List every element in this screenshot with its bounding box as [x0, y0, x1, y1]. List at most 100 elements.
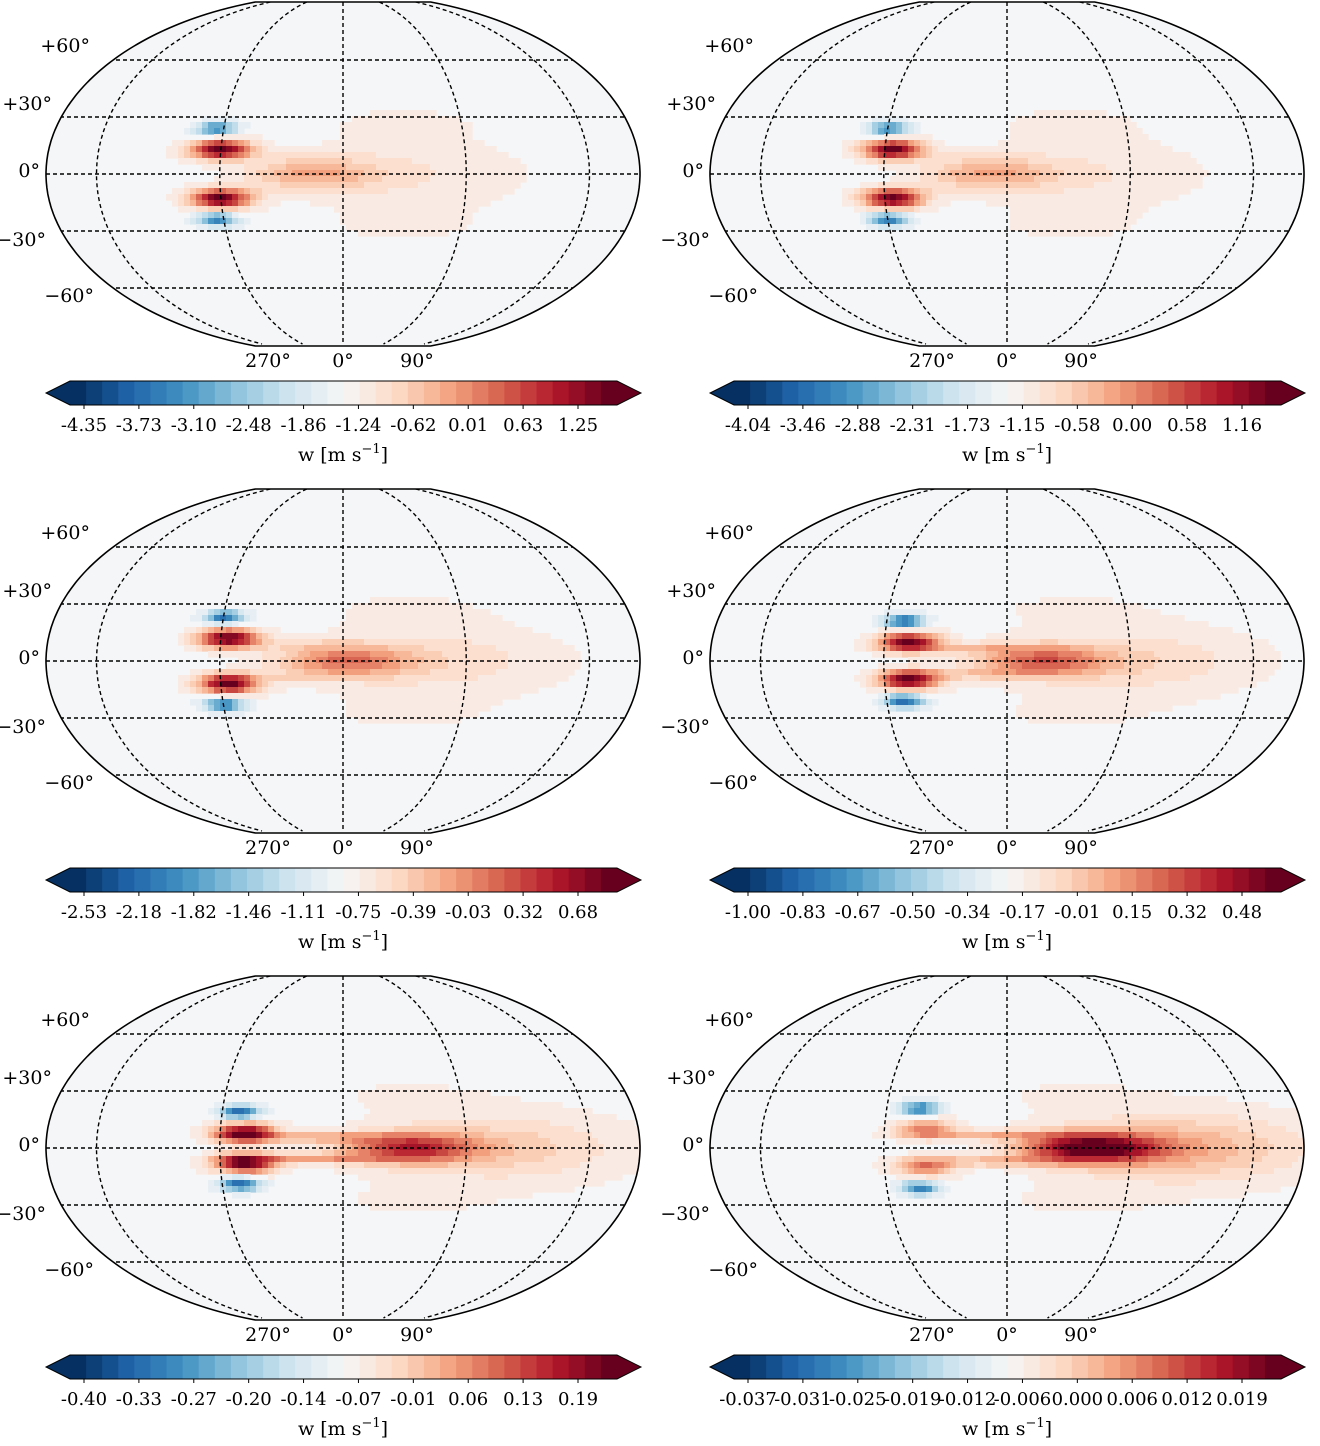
- field-cell: [980, 182, 987, 189]
- field-cell: [430, 693, 437, 700]
- field-cell: [448, 1090, 455, 1097]
- field-cell: [418, 218, 425, 225]
- field-cell: [1136, 176, 1143, 183]
- field-cell: [1106, 116, 1113, 123]
- lon-tick-label: 270°: [909, 350, 955, 372]
- field-cell: [286, 146, 293, 153]
- field-cell: [1118, 224, 1125, 231]
- field-cell: [220, 176, 227, 183]
- field-cell: [226, 615, 233, 622]
- field-cell: [980, 639, 987, 646]
- field-cell: [316, 645, 323, 652]
- field-cell: [292, 176, 299, 183]
- field-cell: [526, 1168, 533, 1175]
- field-cell: [1070, 212, 1077, 219]
- field-cell: [938, 188, 945, 195]
- field-cell: [1088, 134, 1095, 141]
- field-cell: [526, 1138, 533, 1145]
- field-cell: [484, 687, 491, 694]
- field-cell: [202, 182, 209, 189]
- field-cell: [424, 194, 431, 201]
- field-cell: [1268, 663, 1275, 670]
- colorbar-tick-label: 0.63: [503, 415, 543, 436]
- field-cell: [370, 1174, 377, 1181]
- field-cell: [478, 663, 485, 670]
- field-cell: [1178, 663, 1185, 670]
- field-cell: [214, 675, 221, 682]
- field-cell: [538, 681, 545, 688]
- colorbar-segment: [910, 868, 928, 892]
- field-cell: [472, 140, 479, 147]
- field-cell: [370, 116, 377, 123]
- field-cell: [256, 669, 263, 676]
- field-cell: [932, 657, 939, 664]
- field-cell: [1106, 699, 1113, 706]
- field-cell: [1064, 188, 1071, 195]
- field-cell: [418, 1126, 425, 1133]
- field-cell: [472, 1126, 479, 1133]
- field-cell: [292, 1132, 299, 1139]
- colorbar-tick-label: -3.46: [780, 415, 826, 436]
- field-cell: [914, 122, 921, 129]
- field-cell: [238, 645, 245, 652]
- field-cell: [364, 1162, 371, 1169]
- field-cell: [1118, 218, 1125, 225]
- field-cell: [1052, 693, 1059, 700]
- field-cell: [328, 200, 335, 207]
- field-cell: [1148, 164, 1155, 171]
- field-cell: [442, 711, 449, 718]
- field-cell: [430, 1168, 437, 1175]
- field-cell: [388, 609, 395, 616]
- colorbar-segment: [1039, 381, 1057, 405]
- field-cell: [466, 1126, 473, 1133]
- field-cell: [424, 158, 431, 165]
- field-cell: [442, 1180, 449, 1187]
- field-cell: [854, 645, 861, 652]
- field-cell: [364, 1114, 371, 1121]
- field-cell: [346, 645, 353, 652]
- field-cell: [208, 122, 215, 129]
- field-cell: [872, 218, 879, 225]
- field-cell: [920, 146, 927, 153]
- field-cell: [262, 1132, 269, 1139]
- field-cell: [484, 633, 491, 640]
- field-cell: [502, 639, 509, 646]
- field-cell: [538, 633, 545, 640]
- field-cell: [418, 657, 425, 664]
- field-cell: [394, 1108, 401, 1115]
- field-cell: [1022, 218, 1029, 225]
- field-cell: [400, 711, 407, 718]
- field-cell: [1166, 176, 1173, 183]
- field-cell: [1226, 675, 1233, 682]
- field-cell: [1076, 128, 1083, 135]
- field-cell: [514, 663, 521, 670]
- field-cell: [884, 116, 891, 123]
- field-cell: [1118, 705, 1125, 712]
- colorbar-segment: [440, 868, 457, 892]
- field-cell: [878, 693, 885, 700]
- colorbar-segment: [766, 868, 783, 892]
- field-cell: [226, 1126, 233, 1133]
- field-cell: [394, 194, 401, 201]
- field-cell: [1112, 663, 1119, 670]
- colorbar-tick-label: -1.82: [171, 902, 217, 923]
- field-cell: [1016, 651, 1023, 658]
- field-cell: [1094, 717, 1101, 724]
- field-cell: [400, 206, 407, 213]
- field-cell: [1016, 681, 1023, 688]
- field-cell: [202, 194, 209, 201]
- field-cell: [262, 663, 269, 670]
- field-cell: [406, 705, 413, 712]
- field-cell: [634, 1132, 640, 1139]
- field-cell: [346, 705, 353, 712]
- field-cell: [286, 645, 293, 652]
- field-cell: [448, 681, 455, 688]
- field-cell: [1112, 687, 1119, 694]
- colorbar-segment: [600, 868, 618, 892]
- field-cell: [436, 1090, 443, 1097]
- field-cell: [1016, 663, 1023, 670]
- field-cell: [424, 717, 431, 724]
- colorbar-segment: [375, 381, 393, 405]
- field-cell: [526, 1144, 533, 1151]
- field-cell: [926, 140, 933, 147]
